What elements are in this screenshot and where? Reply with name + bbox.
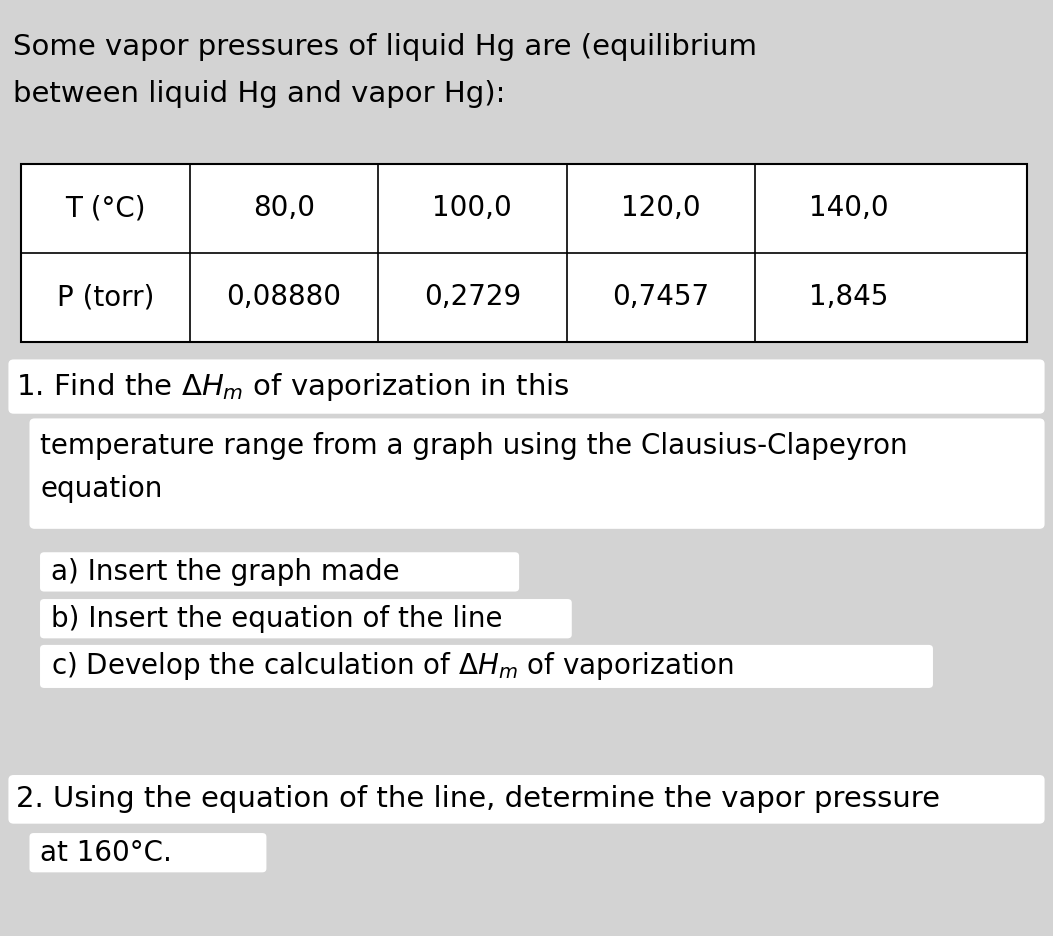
Text: 80,0: 80,0 bbox=[253, 195, 315, 222]
FancyBboxPatch shape bbox=[29, 418, 1045, 529]
Text: at 160°C.: at 160°C. bbox=[40, 839, 172, 867]
FancyBboxPatch shape bbox=[40, 645, 933, 688]
Text: temperature range from a graph using the Clausius-Clapeyron: temperature range from a graph using the… bbox=[40, 432, 908, 461]
Text: equation: equation bbox=[40, 475, 162, 504]
Text: c) Develop the calculation of $\Delta H_m$ of vaporization: c) Develop the calculation of $\Delta H_… bbox=[51, 651, 734, 682]
Text: 1. Find the $\Delta H_m$ of vaporization in this: 1. Find the $\Delta H_m$ of vaporization… bbox=[16, 371, 570, 402]
Text: a) Insert the graph made: a) Insert the graph made bbox=[51, 558, 399, 586]
Text: 1,845: 1,845 bbox=[809, 284, 889, 311]
Text: 0,08880: 0,08880 bbox=[226, 284, 341, 311]
Text: 120,0: 120,0 bbox=[621, 195, 700, 222]
Text: Some vapor pressures of liquid Hg are (equilibrium: Some vapor pressures of liquid Hg are (e… bbox=[13, 33, 757, 61]
FancyBboxPatch shape bbox=[40, 599, 572, 638]
FancyBboxPatch shape bbox=[40, 552, 519, 592]
Text: 0,2729: 0,2729 bbox=[423, 284, 521, 311]
Text: 140,0: 140,0 bbox=[809, 195, 889, 222]
Text: between liquid Hg and vapor Hg):: between liquid Hg and vapor Hg): bbox=[13, 80, 505, 108]
Text: T (°C): T (°C) bbox=[65, 195, 145, 222]
FancyBboxPatch shape bbox=[8, 775, 1045, 824]
FancyBboxPatch shape bbox=[29, 833, 266, 872]
Bar bbox=[21, 164, 1027, 342]
Text: P (torr): P (torr) bbox=[57, 284, 154, 311]
Text: 2. Using the equation of the line, determine the vapor pressure: 2. Using the equation of the line, deter… bbox=[16, 785, 939, 813]
Text: b) Insert the equation of the line: b) Insert the equation of the line bbox=[51, 605, 502, 633]
Text: 0,7457: 0,7457 bbox=[612, 284, 710, 311]
Text: 100,0: 100,0 bbox=[433, 195, 512, 222]
FancyBboxPatch shape bbox=[8, 359, 1045, 414]
